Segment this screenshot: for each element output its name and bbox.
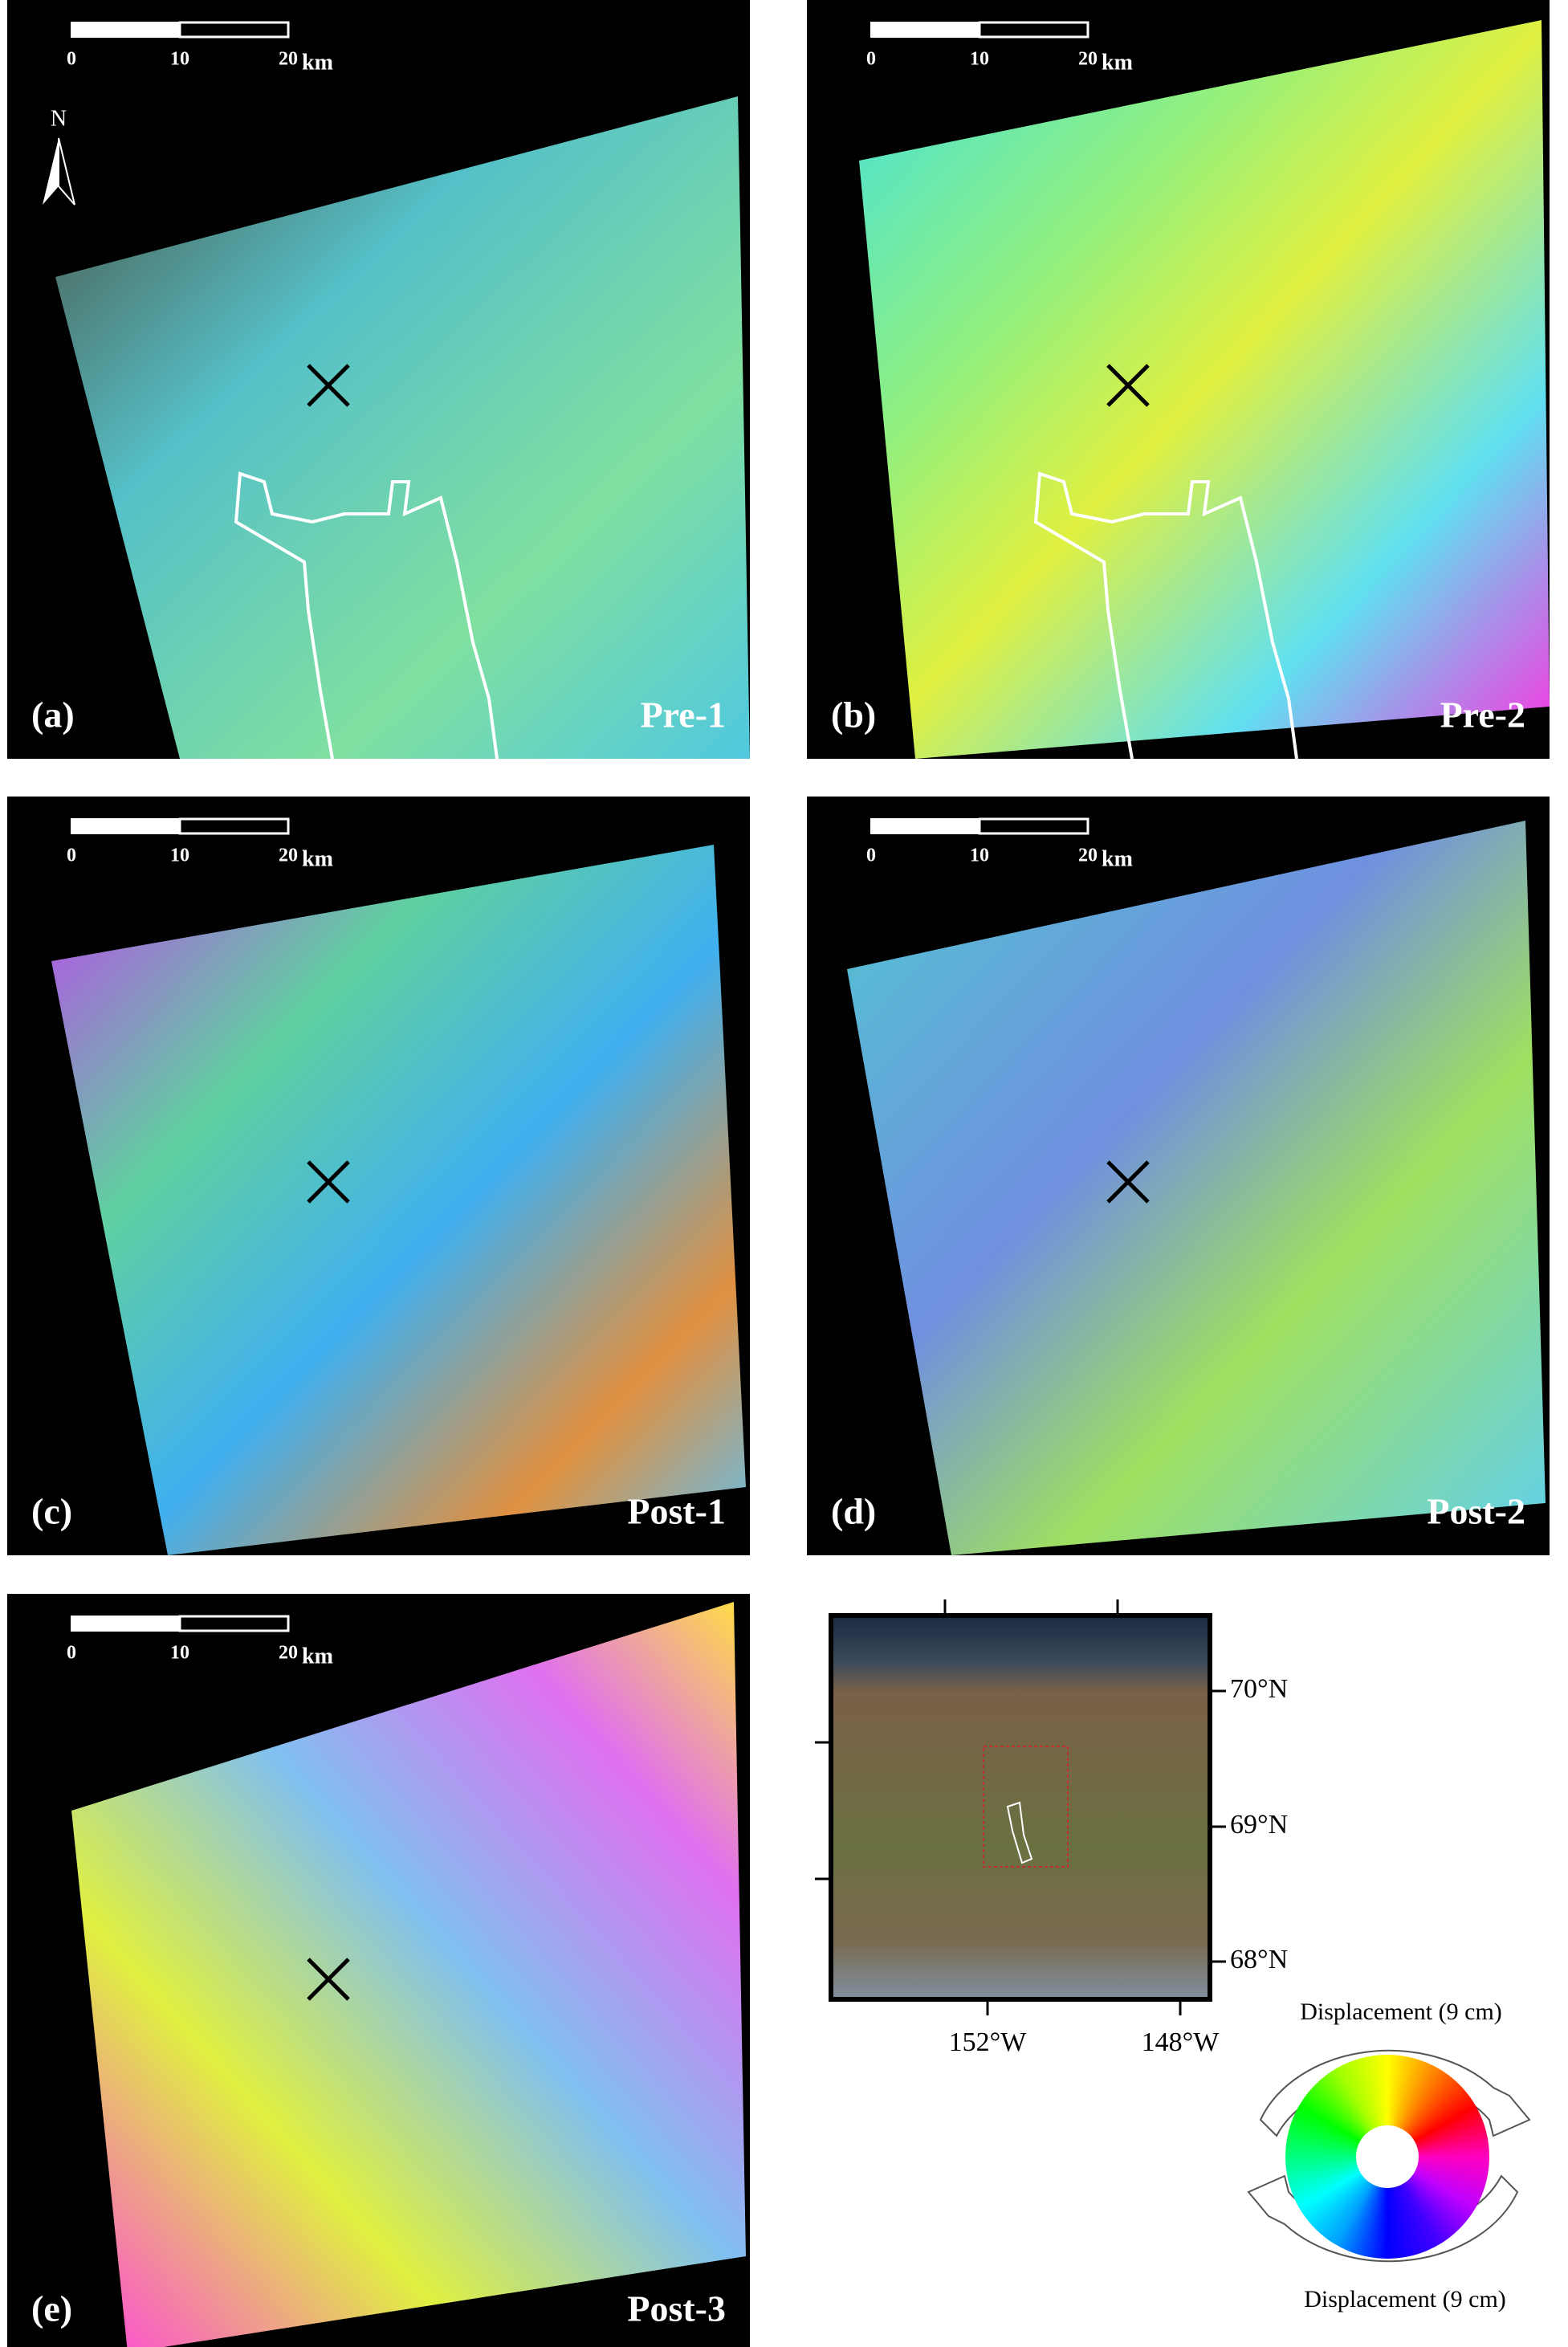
legend-top: Displacement (9 cm) <box>1300 1999 1502 2025</box>
scale-label: 0 <box>866 49 876 70</box>
scale-bar <box>71 1616 181 1632</box>
scale-label: 20 <box>1078 845 1098 866</box>
panel-label: (b) <box>831 695 876 735</box>
panels: 0 10 20 km(a) Pre-1N0 10 20 km(b) Pre-20 10 20 km(c… <box>7 0 1550 2347</box>
interferogram <box>55 96 750 759</box>
panel-name: Post-2 <box>1427 1491 1525 1532</box>
panel-name: Pre-1 <box>641 695 726 735</box>
lon-label: 152°W <box>949 2027 1028 2057</box>
scale-unit: km <box>302 50 333 75</box>
interferogram <box>859 20 1550 759</box>
scale-label: 10 <box>970 49 989 70</box>
scale-bar <box>978 21 1089 39</box>
scale-label: 20 <box>279 845 298 866</box>
interferogram <box>51 845 746 1555</box>
scale-bar <box>71 22 181 38</box>
panel-label: (a) <box>31 695 75 735</box>
scale-unit: km <box>302 1644 333 1669</box>
x-marker <box>307 1160 350 1204</box>
color-wheel-legend: Displacement (9 cm) Displacement (9 cm) <box>1247 1999 1531 2312</box>
legend-bottom: Displacement (9 cm) <box>1304 2286 1506 2312</box>
panel-name: Post-3 <box>627 2288 726 2329</box>
scale-label: 20 <box>1078 49 1098 70</box>
scale-unit: km <box>302 846 333 871</box>
scale-label: 10 <box>170 845 189 866</box>
panel-name: Pre-2 <box>1440 695 1525 735</box>
x-marker <box>307 364 350 407</box>
scale-bar <box>71 818 181 834</box>
scale-label: 10 <box>970 845 989 866</box>
x-marker <box>307 1958 350 2001</box>
scale-label: 0 <box>67 1643 76 1664</box>
lon-label: 148°W <box>1142 2027 1220 2057</box>
scale-label: 0 <box>866 845 876 866</box>
scale-bar <box>178 1615 290 1632</box>
panel-name: Post-1 <box>627 1491 726 1532</box>
color-wheel <box>1285 2055 1489 2259</box>
scale-label: 0 <box>67 845 76 866</box>
scale-bar <box>178 817 290 835</box>
inset-map: 70°N 69°N 68°N 152°W 148°W <box>815 1599 1288 2057</box>
interferogram <box>847 821 1546 1555</box>
scale-bar <box>178 21 290 39</box>
scale-unit: km <box>1102 846 1133 871</box>
lat-label: 70°N <box>1230 1674 1288 1704</box>
panel: 0 10 20 km (e) Post-3 <box>7 1594 750 2347</box>
scale-label: 10 <box>170 49 189 70</box>
panel-label: (d) <box>831 1491 876 1532</box>
scale-bar <box>870 818 980 834</box>
panel: 0 10 20 km (b) Pre-2 <box>807 0 1550 760</box>
panel: 0 10 20 km (d) Post-2 <box>807 797 1550 1555</box>
lat-label: 69°N <box>1230 1810 1288 1840</box>
scale-unit: km <box>1102 50 1133 75</box>
panel-label: (c) <box>31 1491 72 1532</box>
north-label: N <box>51 106 67 131</box>
scale-bar <box>870 22 980 38</box>
interferogram <box>71 1602 746 2347</box>
wheel-hole <box>1356 2125 1419 2188</box>
scale-label: 20 <box>279 1643 298 1664</box>
scale-bar <box>978 817 1089 835</box>
ticks <box>815 1599 1226 2015</box>
x-marker <box>1106 1160 1150 1204</box>
north-arrow <box>43 138 59 205</box>
x-marker <box>1106 364 1150 407</box>
panel: 0 10 20 km (c) Post-1 <box>7 797 750 1555</box>
panel: 0 10 20 km (a) Pre-1 N <box>7 0 750 760</box>
scale-label: 20 <box>279 49 298 70</box>
lat-label: 68°N <box>1230 1945 1288 1974</box>
scale-label: 10 <box>170 1643 189 1664</box>
north-arrow <box>58 137 75 206</box>
study-box <box>983 1746 1069 1868</box>
outline <box>1006 1801 1033 1864</box>
scale-label: 0 <box>67 49 76 70</box>
panel-label: (e) <box>31 2288 72 2329</box>
outline <box>234 471 499 760</box>
outline <box>1033 471 1298 760</box>
